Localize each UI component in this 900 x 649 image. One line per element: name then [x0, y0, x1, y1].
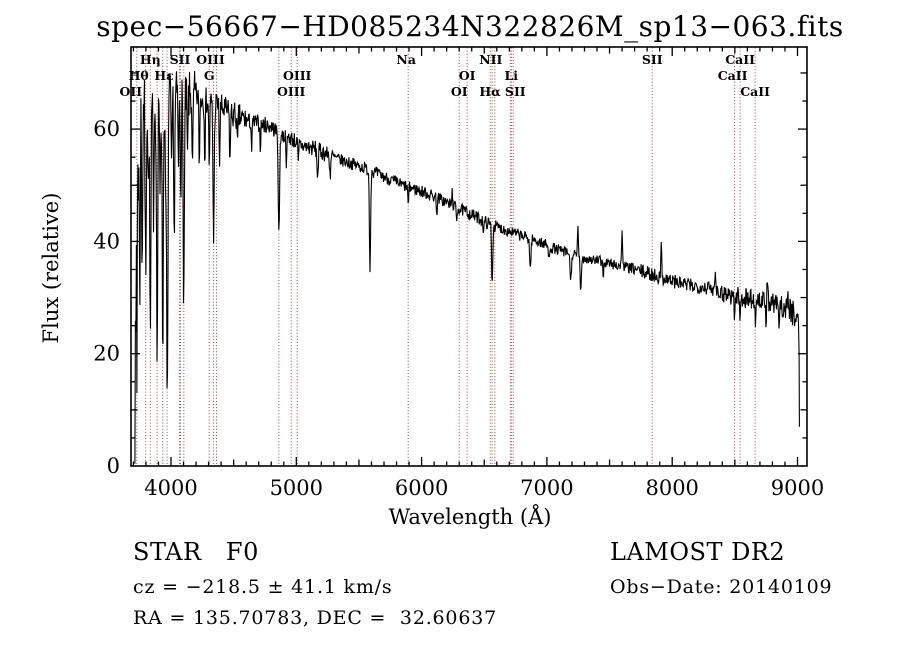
- annotation-obsdate: Obs−Date: 20140109: [610, 576, 832, 598]
- x-tick-label: 8000: [645, 476, 698, 500]
- spectral-line-label: Hθ: [129, 68, 149, 83]
- spectral-line-label: CaII: [725, 52, 755, 67]
- spectrum-line: [134, 70, 800, 464]
- spectral-line-label: Hα: [479, 84, 501, 99]
- annotation-cz: cz = −218.5 ± 41.1 km/s: [133, 576, 392, 598]
- spectral-line-label: OI: [451, 84, 468, 99]
- spectrum-series: [134, 70, 800, 464]
- y-tick-label: 0: [107, 454, 120, 478]
- spectral-line-label: NII: [479, 52, 502, 67]
- spectral-line-label: CaII: [718, 68, 748, 83]
- spectral-line-label: Li: [505, 68, 519, 83]
- y-axis-label: Flux (relative): [39, 193, 63, 344]
- x-tick-label: 7000: [520, 476, 573, 500]
- spectral-line-label: OIII: [283, 68, 312, 83]
- x-axis-label: Wavelength (Å): [389, 504, 552, 529]
- plot-frame: [130, 46, 808, 467]
- spectral-line-label: OI: [459, 68, 476, 83]
- y-tick-label: 20: [93, 342, 120, 366]
- axis-tick-labels: 4000 5000 6000 7000 8000 9000 0 20 40 60: [93, 117, 824, 500]
- annotation-survey: LAMOST DR2: [610, 538, 785, 566]
- x-tick-label: 5000: [270, 476, 323, 500]
- spectral-line-label: SII: [170, 52, 191, 67]
- annotation-class: STAR F0: [133, 538, 259, 566]
- x-tick-label: 4000: [144, 476, 197, 500]
- x-tick-label: 6000: [395, 476, 448, 500]
- spectral-marker-lines: [136, 47, 756, 466]
- spectral-line-label: Hη: [140, 52, 161, 67]
- x-tick-label: 9000: [771, 476, 824, 500]
- annotation-coords: RA = 135.70783, DEC = 32.60637: [133, 607, 497, 629]
- chart-title: spec−56667−HD085234N322826M_sp13−063.fit…: [96, 10, 844, 43]
- y-tick-label: 60: [93, 117, 120, 141]
- spectral-line-label: CaII: [740, 84, 770, 99]
- spectral-line-label: Hε: [154, 68, 173, 83]
- spectral-line-label: G: [204, 68, 215, 83]
- spectral-line-label: SII: [642, 52, 663, 67]
- spectral-line-label: Na: [396, 52, 416, 67]
- spectral-line-label: OIII: [277, 84, 306, 99]
- spectral-line-label: OIII: [196, 52, 225, 67]
- axis-ticks: [131, 47, 807, 466]
- spectral-line-label: SII: [505, 84, 526, 99]
- y-tick-label: 40: [93, 229, 120, 253]
